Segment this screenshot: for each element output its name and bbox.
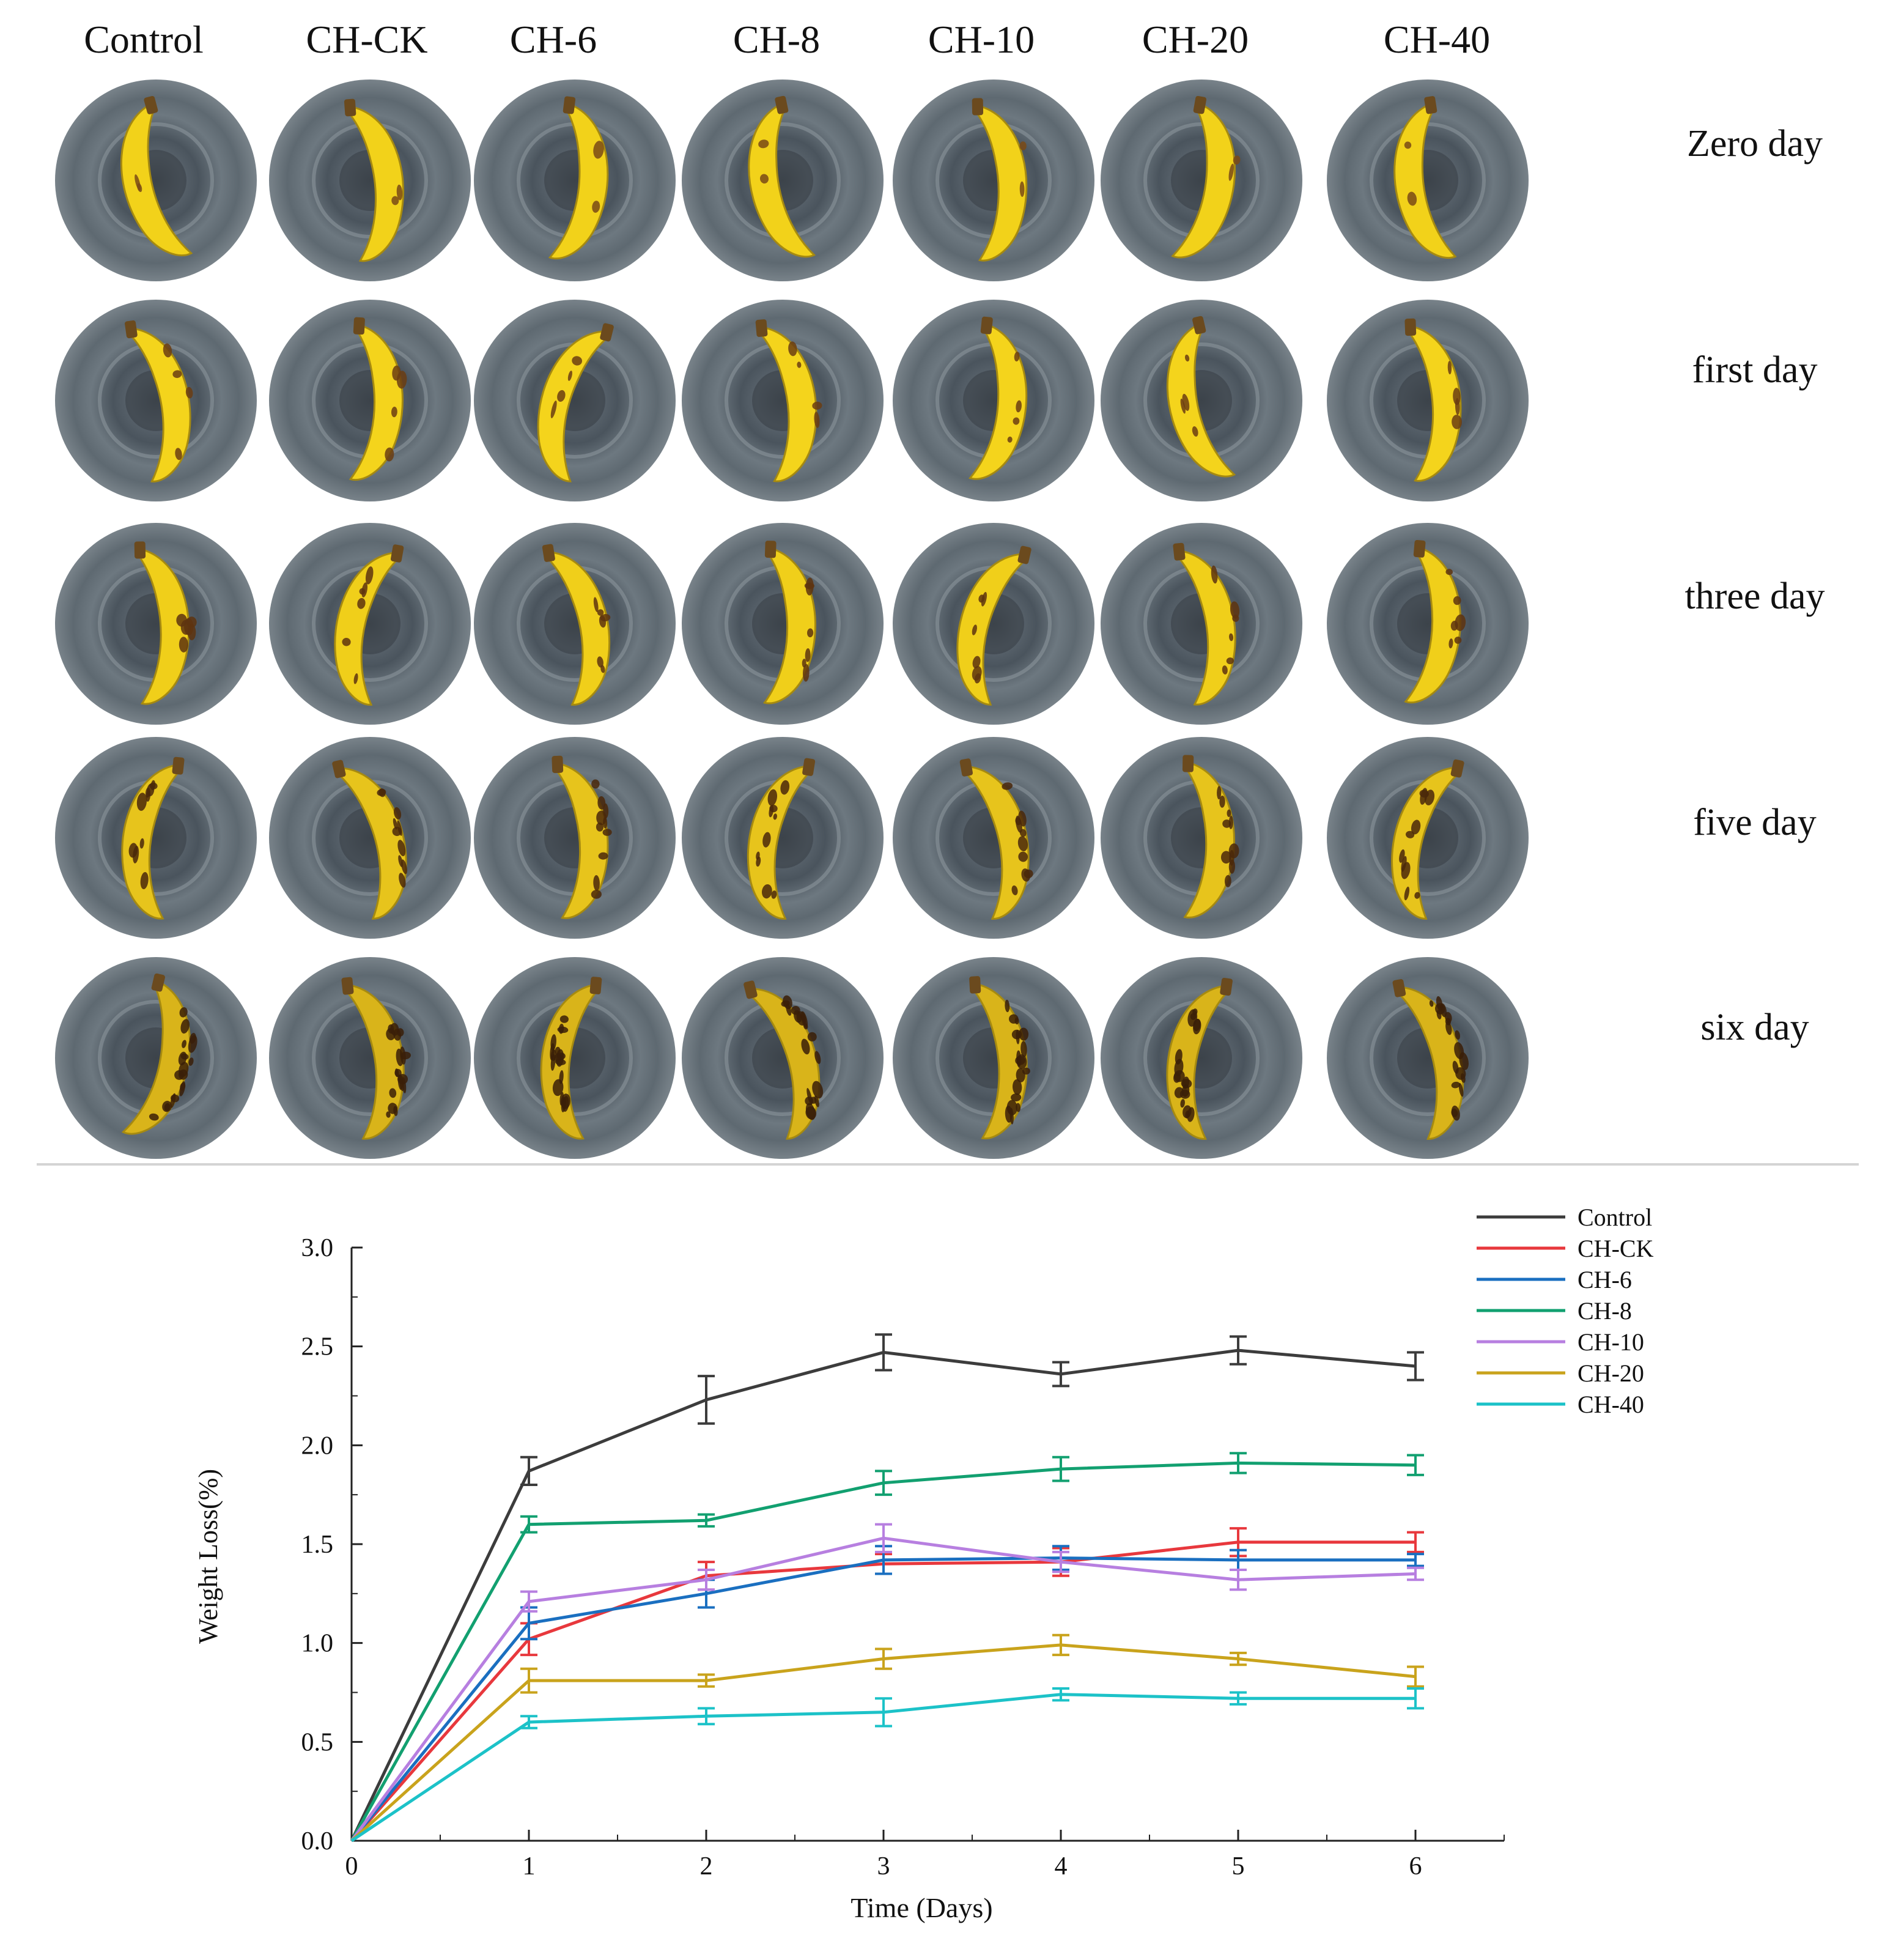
column-label-ch-ck: CH-CK <box>306 18 428 61</box>
row-label-six-day: six day <box>1700 1007 1809 1048</box>
banana-photo-ch-20-five-day <box>1101 737 1302 939</box>
legend-label-control: Control <box>1578 1204 1652 1231</box>
banana-photo-ch-40-three-day <box>1327 523 1529 725</box>
banana-photo-ch-20-three-day <box>1101 523 1302 725</box>
x-tick-label: 5 <box>1232 1852 1245 1880</box>
x-tick-label: 3 <box>877 1852 890 1880</box>
banana-photo-control-zero-day <box>55 80 257 281</box>
banana-photo-ch-10-five-day <box>893 737 1094 939</box>
banana-photo-ch-20-six-day <box>1101 957 1302 1159</box>
column-label-ch-8: CH-8 <box>732 18 821 61</box>
series-line-control <box>350 1348 1416 1842</box>
banana-photo-control-six-day <box>55 957 257 1159</box>
banana-photo-ch-ck-first-day <box>269 300 471 501</box>
x-axis-title: Time (Days) <box>851 1892 992 1923</box>
x-tick-label: 0 <box>345 1852 358 1880</box>
banana-photo-ch-8-first-day <box>682 300 884 501</box>
y-tick-label: 2.0 <box>301 1432 334 1460</box>
legend-label-ch-10: CH-10 <box>1578 1328 1644 1356</box>
legend-label-ch-20: CH-20 <box>1578 1359 1644 1387</box>
banana-photo-ch-6-six-day <box>474 957 676 1159</box>
banana-photo-ch-8-zero-day <box>682 80 884 281</box>
banana-photo-ch-10-first-day <box>893 300 1094 501</box>
row-label-zero-day: Zero day <box>1686 123 1823 165</box>
row-label-five-day: five day <box>1693 802 1817 843</box>
series-line-ch-20 <box>350 1643 1416 1842</box>
banana-photo-ch-6-three-day <box>474 523 676 725</box>
x-tick-label: 1 <box>523 1852 536 1880</box>
row-label-three-day: three day <box>1685 575 1825 617</box>
column-label-control: Control <box>84 18 204 61</box>
y-tick-label: 1.5 <box>301 1531 334 1559</box>
y-tick-label: 1.0 <box>301 1630 334 1658</box>
column-label-ch-10: CH-10 <box>928 18 1035 61</box>
banana-photo-ch-ck-zero-day <box>269 80 471 281</box>
banana-photo-ch-20-zero-day <box>1101 80 1302 281</box>
banana-photo-control-five-day <box>55 737 257 939</box>
banana-photo-ch-ck-three-day <box>269 523 471 725</box>
banana-photo-control-three-day <box>55 523 257 725</box>
banana-photo-ch-40-zero-day <box>1327 80 1529 281</box>
x-tick-label: 6 <box>1409 1852 1422 1880</box>
column-label-ch-20: CH-20 <box>1142 18 1249 61</box>
series-line-ch-10 <box>350 1536 1416 1842</box>
column-label-ch-40: CH-40 <box>1383 18 1491 61</box>
y-tick-label: 0.5 <box>301 1728 334 1756</box>
banana-photo-ch-6-zero-day <box>474 80 676 281</box>
y-tick-label: 0.0 <box>301 1827 334 1855</box>
legend-label-ch-6: CH-6 <box>1578 1266 1632 1293</box>
banana-photo-ch-10-zero-day <box>893 80 1094 281</box>
series-line-ch-ck <box>350 1540 1415 1842</box>
banana-photo-ch-6-first-day <box>474 300 676 501</box>
legend-label-ch-ck: CH-CK <box>1578 1235 1654 1262</box>
x-tick-label: 4 <box>1055 1852 1068 1880</box>
y-tick-label: 3.0 <box>301 1234 334 1262</box>
section-divider <box>37 1163 1859 1166</box>
banana-photo-ch-8-three-day <box>682 523 884 725</box>
legend-label-ch-40: CH-40 <box>1578 1391 1644 1418</box>
banana-photo-ch-20-first-day <box>1101 300 1302 501</box>
banana-photo-ch-10-six-day <box>893 957 1094 1159</box>
banana-photo-ch-6-five-day <box>474 737 676 939</box>
banana-photo-control-first-day <box>55 300 257 501</box>
y-tick-label: 2.5 <box>301 1333 334 1361</box>
banana-photo-ch-8-six-day <box>682 957 884 1159</box>
banana-photo-ch-8-five-day <box>682 737 884 939</box>
weight-loss-chart: 0.0 0.5 1.0 1.5 2.0 2.5 3.0 0 1 2 3 4 5 6 Time (Days) W… <box>193 1204 1654 1923</box>
banana-photo-ch-40-six-day <box>1327 957 1529 1159</box>
y-axis-title: Weight Loss(%) <box>193 1469 223 1644</box>
banana-photo-ch-40-five-day <box>1327 737 1529 939</box>
legend-label-ch-8: CH-8 <box>1578 1297 1632 1325</box>
banana-photo-ch-40-first-day <box>1327 300 1529 501</box>
x-tick-label: 2 <box>700 1852 713 1880</box>
row-label-first-day: first day <box>1692 349 1818 391</box>
banana-photo-ch-ck-six-day <box>269 957 471 1159</box>
column-label-ch-6: CH-6 <box>509 18 597 61</box>
banana-photo-ch-ck-five-day <box>269 737 471 939</box>
banana-photo-ch-10-three-day <box>893 523 1094 725</box>
